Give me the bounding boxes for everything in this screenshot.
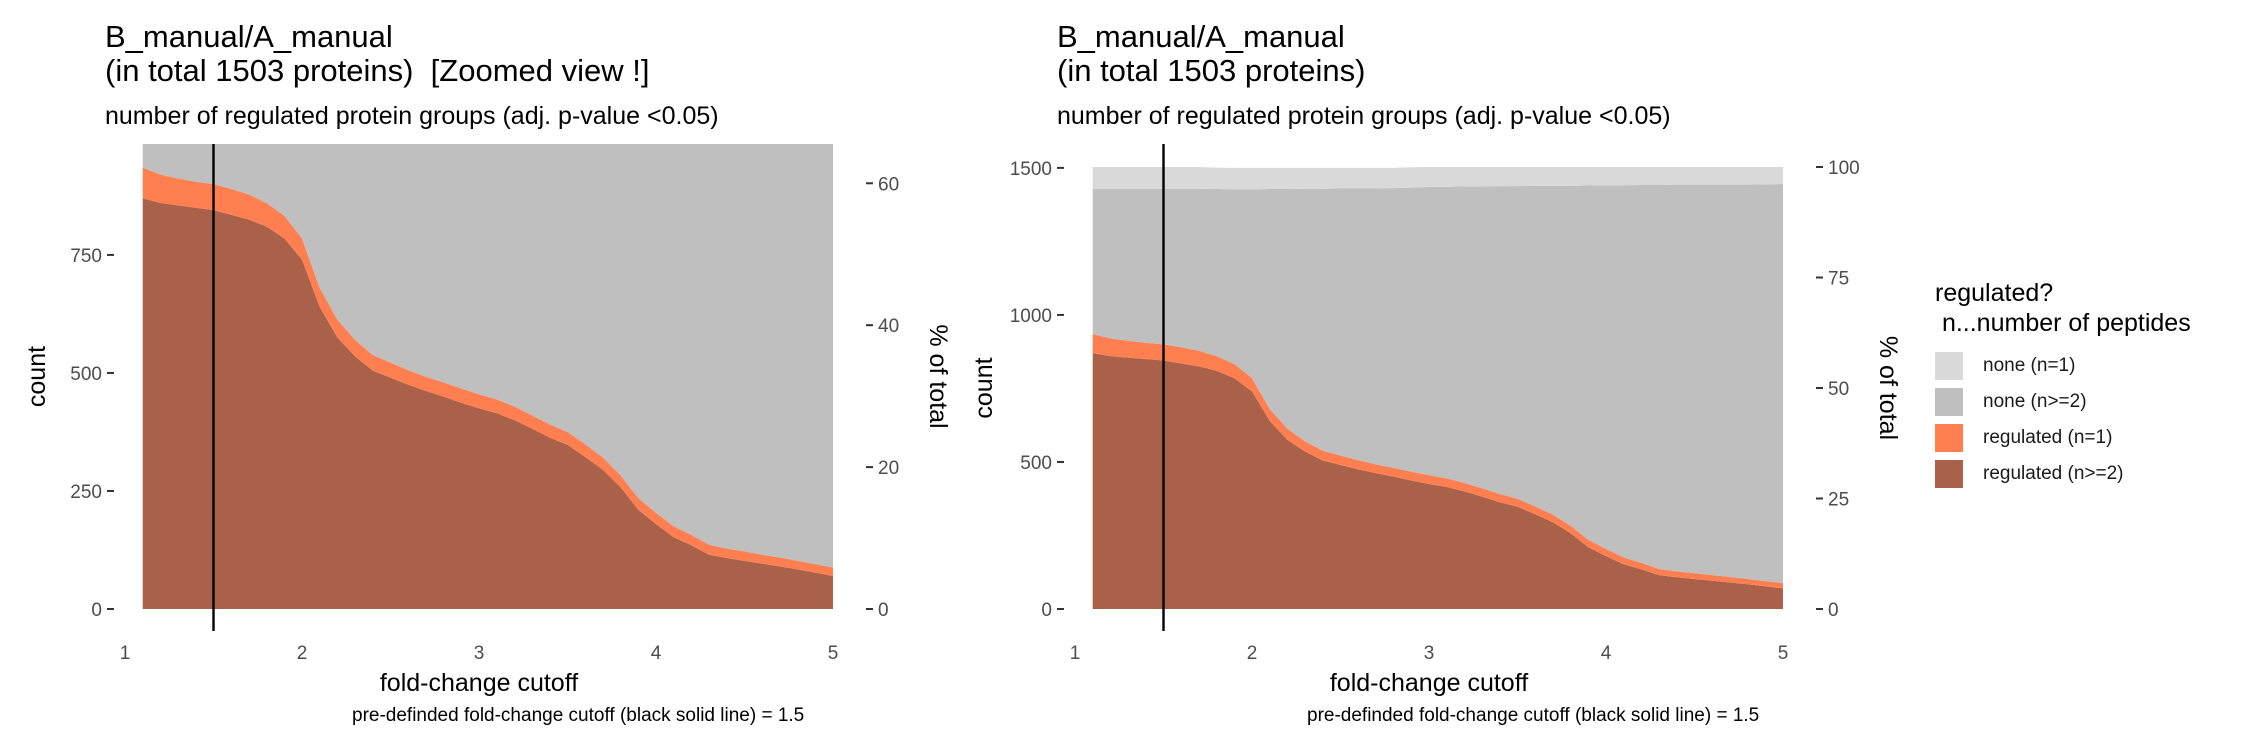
- legend-key-none-n2: [1935, 388, 1963, 416]
- y-tick-label: 500: [1020, 453, 1052, 474]
- chart-subtitle: number of regulated protein groups (adj.…: [1057, 102, 1671, 130]
- area-regulated-n-2: [142, 198, 833, 609]
- x-tick-label: 2: [297, 643, 308, 664]
- y-tick-label: 0: [91, 600, 102, 621]
- x-tick-label: 4: [651, 643, 662, 664]
- chart-title-line2: (in total 1503 proteins): [1057, 53, 1366, 88]
- y-tick-label: 250: [70, 482, 102, 503]
- x-tick-label: 3: [474, 643, 485, 664]
- y2-tick-label: 0: [1828, 600, 1839, 621]
- x-tick-label: 1: [120, 643, 131, 664]
- y2-tick-label: 25: [1828, 490, 1849, 511]
- area-none-n-1: [1092, 167, 1783, 190]
- legend-title-line2: n...number of peptides: [1935, 309, 2191, 337]
- legend-label: regulated (n>=2): [1983, 463, 2124, 484]
- y2-tick-label: 0: [878, 600, 889, 621]
- legend-label: none (n=1): [1983, 355, 2076, 376]
- legend-item-regulated-n1: regulated (n=1): [1935, 420, 2245, 456]
- area-regulated-n-2: [1092, 353, 1783, 609]
- chart-caption: pre-definded fold-change cutoff (black s…: [352, 705, 805, 726]
- plot-area: [142, 144, 833, 609]
- legend-item-none-n2: none (n>=2): [1935, 384, 2245, 420]
- x-axis-title: fold-change cutoff: [380, 669, 578, 697]
- x-tick-label: 5: [1778, 643, 1789, 664]
- area-none-n-2: [1092, 184, 1783, 584]
- legend-title-line1: regulated?: [1935, 279, 2054, 307]
- y2-tick-label: 20: [878, 458, 899, 479]
- plot-area: [1092, 167, 1783, 609]
- y-axis-title: count: [970, 357, 998, 418]
- y2-tick-label: 50: [1828, 379, 1849, 400]
- legend-items: none (n=1) none (n>=2) regulated (n=1) r…: [1935, 348, 2245, 492]
- left-panel: B_manual/A_manual (in total 1503 protein…: [0, 0, 1000, 750]
- chart-title-line2: (in total 1503 proteins) [Zoomed view !]: [105, 53, 650, 88]
- y2-tick-label: 40: [878, 316, 899, 337]
- legend-key-regulated-n2: [1935, 460, 1963, 488]
- chart-title-line1: B_manual/A_manual: [1057, 19, 1345, 54]
- legend-item-none-n1: none (n=1): [1935, 348, 2245, 384]
- area-regulated-n-1: [1092, 334, 1783, 589]
- legend-label: none (n>=2): [1983, 391, 2087, 412]
- legend-key-none-n1: [1935, 352, 1963, 380]
- area-regulated-n-1: [142, 167, 833, 576]
- legend: regulated? n...number of peptides none (…: [1935, 278, 2245, 492]
- x-tick-label: 1: [1070, 643, 1081, 664]
- chart-title-line1: B_manual/A_manual: [105, 19, 393, 54]
- legend-key-regulated-n1: [1935, 424, 1963, 452]
- area-none-n-2: [142, 144, 833, 568]
- x-axis-title: fold-change cutoff: [1330, 669, 1528, 697]
- x-tick-label: 3: [1424, 643, 1435, 664]
- x-tick-label: 2: [1247, 643, 1258, 664]
- y2-axis-title: % of total: [924, 324, 952, 428]
- y2-axis-title: % of total: [1874, 336, 1900, 440]
- y2-tick-label: 75: [1828, 269, 1849, 290]
- y2-tick-label: 60: [878, 174, 899, 195]
- chart-subtitle: number of regulated protein groups (adj.…: [105, 102, 719, 130]
- right-panel: B_manual/A_manual (in total 1503 protein…: [950, 0, 1900, 750]
- left-chart: 1 2 3 4 5 fold-change cutoff 0 250 500 750 count 0 2…: [23, 144, 952, 697]
- y2-tick-label: 100: [1828, 158, 1860, 179]
- x-tick-label: 5: [828, 643, 839, 664]
- legend-item-regulated-n2: regulated (n>=2): [1935, 456, 2245, 492]
- x-tick-label: 4: [1601, 643, 1612, 664]
- y-axis-title: count: [23, 346, 51, 407]
- chart-caption: pre-definded fold-change cutoff (black s…: [1307, 705, 1760, 726]
- legend-label: regulated (n=1): [1983, 427, 2113, 448]
- y-tick-label: 500: [70, 364, 102, 385]
- y-tick-label: 750: [70, 246, 102, 267]
- y-tick-label: 0: [1041, 600, 1052, 621]
- y-tick-label: 1500: [1010, 159, 1052, 180]
- y-tick-label: 1000: [1010, 306, 1052, 327]
